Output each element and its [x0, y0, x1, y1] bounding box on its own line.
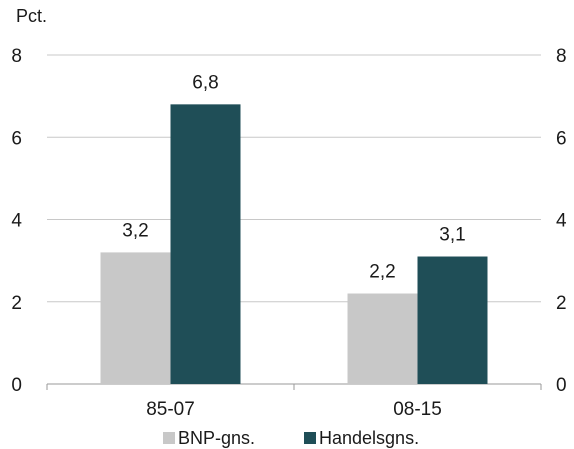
y-tick-label-right: 0 [556, 375, 567, 396]
y-tick-label-left: 8 [11, 46, 22, 67]
y-tick-label-right: 2 [556, 293, 567, 314]
legend-swatch [163, 432, 175, 444]
y-tick-label-left: 0 [11, 375, 22, 396]
data-labels: 3,2 6,8 2,2 3,1 [122, 72, 465, 282]
legend-label: BNP-gns. [178, 428, 255, 448]
y-tick-label-left: 2 [11, 293, 22, 314]
bar [417, 256, 488, 384]
y-tick-label-right: 4 [556, 211, 567, 232]
bars [100, 104, 488, 384]
bar [347, 293, 418, 384]
data-label: 2,2 [369, 262, 395, 283]
data-label: 3,2 [122, 220, 148, 241]
legend-label: Handelsgns. [319, 428, 419, 448]
axes: 0 0 2 2 4 4 6 6 8 8 85-07 08-15 [11, 46, 567, 420]
legend: BNP-gns. Handelsgns. [163, 428, 419, 448]
bar [100, 252, 171, 384]
y-tick-label-left: 6 [11, 128, 22, 149]
data-label: 6,8 [192, 72, 218, 93]
y-unit-label: Pct. [16, 6, 47, 26]
data-label: 3,1 [439, 225, 465, 246]
x-tick-label: 85-07 [146, 399, 195, 420]
x-tick-label: 08-15 [393, 399, 442, 420]
y-tick-label-left: 4 [11, 211, 22, 232]
bar [170, 104, 241, 384]
y-tick-label-right: 6 [556, 128, 567, 149]
y-tick-label-right: 8 [556, 46, 567, 67]
legend-swatch [304, 432, 316, 444]
